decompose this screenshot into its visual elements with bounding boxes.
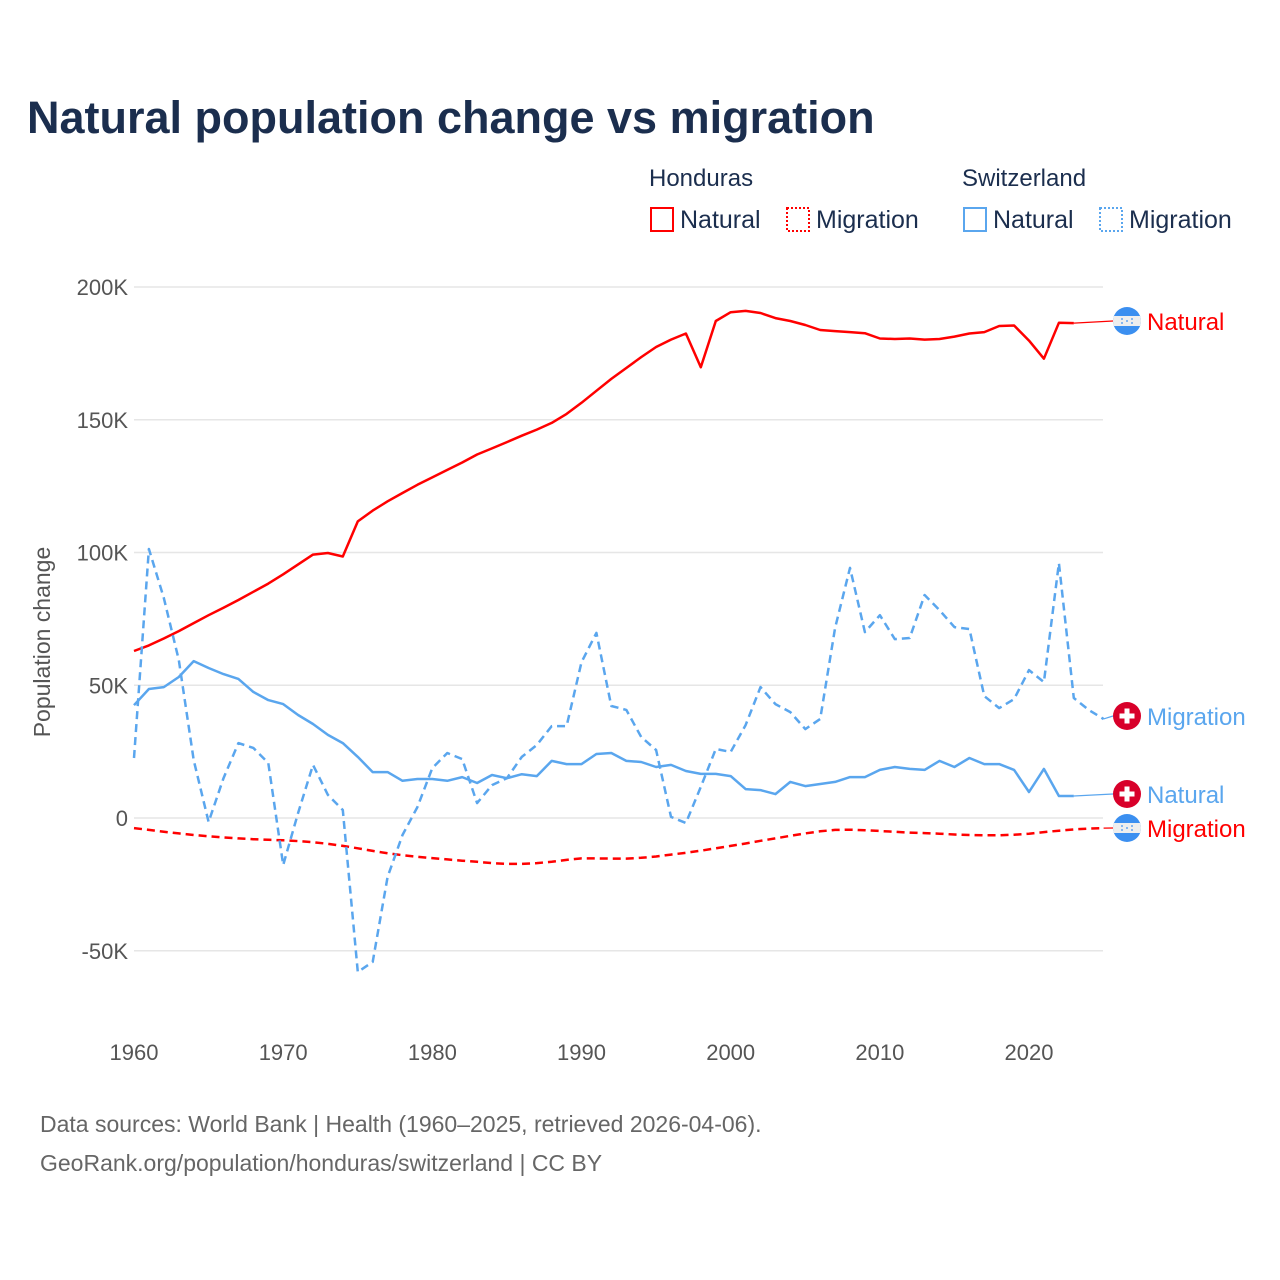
x-tick-label: 1990 <box>557 1040 606 1065</box>
series-lines <box>132 309 1105 974</box>
y-axis-ticks: 200K 150K 100K 50K 0 -50K <box>77 275 129 964</box>
x-tick-label: 1980 <box>408 1040 457 1065</box>
legend-label-honduras-migration[interactable]: Migration <box>816 206 919 234</box>
legend-label-switzerland-migration[interactable]: Migration <box>1129 206 1232 234</box>
x-tick-label: 2010 <box>855 1040 904 1065</box>
switzerland-migration-end-label: Migration <box>1147 704 1246 731</box>
footer-sources: Data sources: World Bank | Health (1960–… <box>40 1111 762 1137</box>
y-axis-title: Population change <box>29 547 55 738</box>
footer-link[interactable]: GeoRank.org/population/honduras/switzerl… <box>40 1150 602 1176</box>
honduras-migration-line[interactable] <box>133 826 1104 866</box>
x-tick-label: 1960 <box>110 1040 159 1065</box>
switzerland-natural-end-label: Natural <box>1147 782 1224 809</box>
y-tick-label: 100K <box>77 541 129 566</box>
switzerland-migration-connector <box>1103 715 1114 720</box>
legend-label-honduras-natural[interactable]: Natural <box>680 206 761 234</box>
switzerland-natural-connector <box>1073 793 1114 797</box>
switzerland-migration-line[interactable] <box>132 547 1105 974</box>
legend: Honduras Natural Migration Switzerland N… <box>649 165 1232 234</box>
end-labels: Natural Migration Natural Migration <box>1073 307 1246 843</box>
legend-label-switzerland-natural[interactable]: Natural <box>993 206 1074 234</box>
y-tick-label: 50K <box>89 673 128 698</box>
switzerland-flag-icon <box>1113 702 1141 730</box>
honduras-flag-icon <box>1113 814 1141 842</box>
legend-swatch-honduras-natural[interactable] <box>650 207 674 232</box>
x-tick-label: 1970 <box>259 1040 308 1065</box>
x-tick-label: 2020 <box>1005 1040 1054 1065</box>
honduras-migration-end-label: Migration <box>1147 816 1246 843</box>
y-tick-label: 200K <box>77 275 129 300</box>
legend-swatch-honduras-migration[interactable] <box>786 207 810 232</box>
honduras-natural-connector <box>1073 320 1114 324</box>
legend-group-switzerland: Switzerland <box>962 165 1086 192</box>
honduras-natural-line[interactable] <box>133 309 1074 653</box>
y-tick-label: 0 <box>116 806 128 831</box>
legend-group-honduras: Honduras <box>649 165 753 192</box>
y-tick-label: 150K <box>77 408 129 433</box>
switzerland-natural-line[interactable] <box>133 659 1074 798</box>
gridlines <box>134 286 1103 952</box>
honduras-flag-icon <box>1113 307 1141 335</box>
x-tick-label: 2000 <box>706 1040 755 1065</box>
legend-swatch-switzerland-natural[interactable] <box>963 207 987 232</box>
chart-title: Natural population change vs migration <box>27 92 875 143</box>
honduras-natural-end-label: Natural <box>1147 309 1224 336</box>
switzerland-flag-icon <box>1113 780 1141 808</box>
legend-swatch-switzerland-migration[interactable] <box>1099 207 1123 232</box>
y-tick-label: -50K <box>82 939 129 964</box>
x-axis-ticks: 1960 1970 1980 1990 2000 2010 2020 <box>110 1040 1054 1065</box>
